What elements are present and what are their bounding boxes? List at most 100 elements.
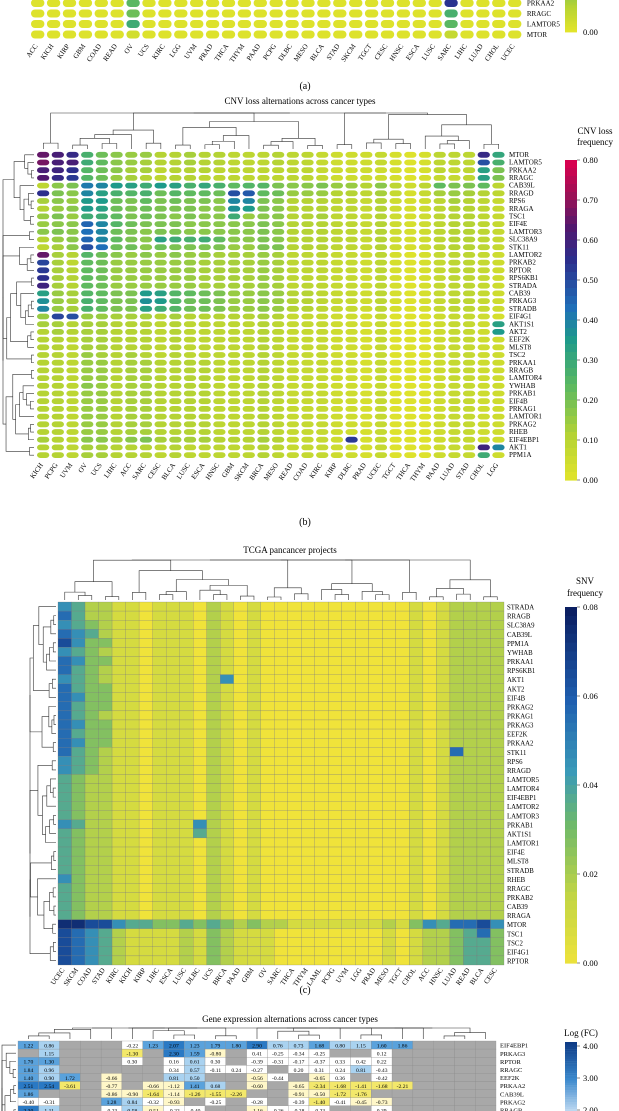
heatmap-cell <box>374 159 388 166</box>
row-label: EIF4G1 <box>509 313 532 321</box>
heatmap-cell <box>154 444 167 451</box>
cnv-colorbar-tick-label: 0.10 <box>583 435 598 445</box>
heatmap-cell <box>193 919 207 929</box>
heatmap-cell <box>205 30 220 39</box>
heatmap-cell <box>476 783 491 793</box>
heatmap-cell <box>206 610 221 621</box>
heatmap-cell <box>51 282 64 289</box>
heatmap-cell <box>71 728 86 739</box>
heatmap-cell <box>333 0 347 7</box>
row-label: STK11 <box>507 750 526 757</box>
heatmap-cell <box>287 774 302 784</box>
row-label: RPS6KB1 <box>507 668 535 675</box>
heatmap-cell <box>345 390 358 397</box>
colorbar-segment <box>565 20 577 23</box>
snv-colorbar-tick-label: 0.08 <box>583 602 598 612</box>
heatmap-cell <box>382 928 397 938</box>
heatmap-cell <box>436 810 451 820</box>
heatmap-cell <box>125 321 138 328</box>
heatmap-cell <box>448 444 461 451</box>
heatmap-cell <box>418 282 432 289</box>
heatmap-cell <box>110 413 123 420</box>
heatmap-cell <box>84 901 99 911</box>
heatmap-cell <box>436 710 451 721</box>
heatmap-cell <box>314 765 329 775</box>
heatmap-cell <box>449 610 464 621</box>
heatmap-cell <box>111 629 126 639</box>
heatmap-cell <box>198 190 211 197</box>
heatmap-cell <box>345 198 358 204</box>
cell-value: 1.60 <box>377 1044 387 1050</box>
heatmap-cell <box>422 620 437 630</box>
heatmap-cell <box>51 436 64 443</box>
heatmap-cell <box>433 313 446 320</box>
cnv-colorbar-segment <box>565 304 577 313</box>
heatmap-cell <box>301 846 315 857</box>
table-cell <box>412 1057 434 1066</box>
heatmap-cell <box>233 855 248 866</box>
heatmap-cell <box>287 819 302 829</box>
logfc-colorbar-segment <box>565 1046 577 1050</box>
heatmap-cell <box>274 683 288 693</box>
heatmap-cell <box>220 946 234 957</box>
heatmap-cell <box>422 710 437 721</box>
heatmap-cell <box>360 252 373 258</box>
heatmap-cell <box>138 946 153 957</box>
cnv-colorbar-segment <box>565 288 577 297</box>
heatmap-cell <box>152 919 167 929</box>
row-label: RRAGA <box>507 913 531 920</box>
heatmap-cell <box>314 919 329 929</box>
heatmap-cell <box>490 747 505 757</box>
heatmap-cell <box>274 783 288 793</box>
heatmap-cell <box>274 719 288 730</box>
heatmap-cell <box>476 601 491 612</box>
heatmap-cell <box>154 321 167 328</box>
heatmap-cell <box>179 919 194 929</box>
heatmap-cell <box>125 213 138 220</box>
heatmap-cell <box>345 421 358 428</box>
cnv-colorbar-segment <box>565 376 577 385</box>
heatmap-cell <box>490 828 505 839</box>
heatmap-cell <box>51 221 64 227</box>
dendrogram-branch <box>52 742 56 753</box>
heatmap-cell <box>257 198 270 204</box>
cell-value: 0.76 <box>273 1044 283 1050</box>
heatmap-cell <box>448 267 461 274</box>
heatmap-cell <box>37 398 50 405</box>
heatmap-cell <box>355 946 369 957</box>
heatmap-cell <box>330 151 344 158</box>
heatmap-cell <box>257 190 270 197</box>
heatmap-cell <box>316 267 329 274</box>
heatmap-cell <box>355 937 369 947</box>
heatmap-cell <box>179 946 194 957</box>
heatmap-cell <box>110 305 123 312</box>
heatmap-cell <box>490 855 505 866</box>
heatmap-cell <box>382 747 397 757</box>
heatmap-cell <box>368 728 383 739</box>
heatmap-cell <box>247 638 261 648</box>
heatmap-cell <box>490 629 505 639</box>
heatmap-cell <box>449 955 464 966</box>
heatmap-cell <box>490 801 505 811</box>
heatmap-cell <box>165 955 180 966</box>
dendrogram-branch <box>441 124 492 145</box>
heatmap-cell <box>257 390 270 397</box>
dendrogram-branch <box>38 606 56 645</box>
heatmap-cell <box>190 20 204 28</box>
heatmap-cell <box>301 329 314 335</box>
cell-value: -0.41 <box>334 1100 346 1106</box>
logfc-colorbar-segment <box>565 1106 577 1110</box>
heatmap-cell <box>66 413 79 420</box>
heatmap-cell <box>355 674 369 684</box>
heatmap-cell <box>152 937 167 947</box>
heatmap-cell <box>286 236 299 243</box>
row-label: RRAGC <box>507 886 531 893</box>
heatmap-cell <box>165 656 180 666</box>
heatmap-cell <box>138 620 153 630</box>
heatmap-cell <box>95 252 109 258</box>
cnv-colorbar-segment <box>565 336 577 345</box>
heatmap-cell <box>139 205 153 212</box>
heatmap-cell <box>274 656 288 666</box>
heatmap-cell <box>368 792 383 802</box>
heatmap-cell <box>62 20 77 28</box>
